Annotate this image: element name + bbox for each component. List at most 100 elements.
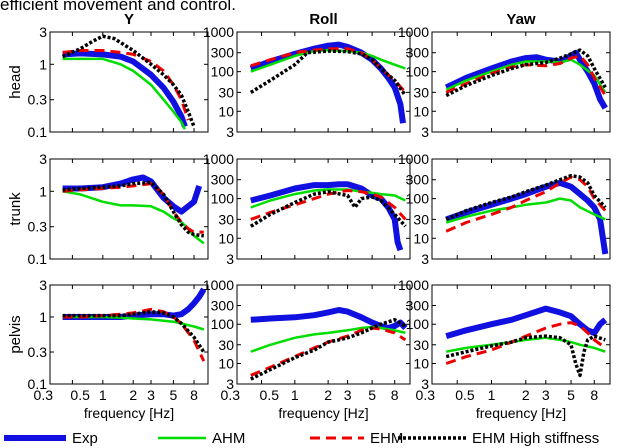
x-axis-label: frequency [Hz] (278, 405, 368, 421)
y-tick-label: 1 (39, 183, 47, 199)
x-tick-label: 8 (190, 387, 198, 403)
series-line-ahm (62, 57, 187, 130)
legend-entry-ehm-high: EHM High stiffness (398, 430, 599, 447)
column-title-roll: Roll (309, 11, 337, 28)
x-tick-label: 8 (590, 387, 598, 403)
x-tick-label: 5 (170, 387, 178, 403)
series-line-ehm-high (445, 48, 607, 98)
panel-trunk-yaw: 3 10 30 100 300 1000 (398, 151, 611, 267)
axes-box (431, 158, 611, 260)
legend-label: Exp (72, 430, 98, 447)
panel-trunk-roll: 3 10 30 100 300 1000 (203, 151, 411, 267)
axes-box (431, 31, 611, 133)
y-tick-label: 1 (39, 56, 47, 72)
series-line-exp (249, 41, 406, 124)
panel-trunk-y: 0.1 0.3 1 3 (28, 151, 209, 267)
x-tick-label: 8 (391, 387, 399, 403)
y-tick-label: 3 (226, 124, 234, 140)
panel-head-yaw: 3 10 30 100 300 1000 (398, 24, 611, 140)
x-tick-label: 0.5 (455, 387, 475, 403)
series-line-ahm (250, 325, 406, 353)
y-tick-label: 100 (406, 316, 430, 332)
legend-entry-ahm: AHM (158, 430, 245, 447)
axes-box (431, 284, 611, 385)
y-tick-label: 3 (421, 124, 429, 140)
panel-head-roll: 3 10 30 100 300 1000 (203, 24, 411, 140)
x-tick-label: 2 (129, 387, 137, 403)
series-line-ehm-high (61, 34, 196, 128)
panel-head-y: 0.1 0.3 1 3 (28, 24, 209, 140)
series-line-ehm-high (445, 334, 606, 378)
y-tick-label: 0.1 (28, 251, 48, 267)
y-tick-label: 1000 (203, 151, 234, 167)
x-tick-label: 0.5 (70, 387, 90, 403)
series-line-ehm (445, 175, 607, 233)
series-line-ehm-high (249, 49, 407, 97)
y-tick-label: 100 (211, 316, 235, 332)
y-tick-label: 3 (226, 376, 234, 392)
y-tick-label: 1000 (203, 277, 234, 293)
x-tick-label: 5 (368, 387, 376, 403)
row-label-head: head (7, 65, 24, 98)
legend-entry-exp: Exp (4, 430, 98, 447)
x-tick-label: 2 (324, 387, 332, 403)
y-tick-label: 30 (413, 211, 429, 227)
y-tick-label: 10 (413, 103, 429, 119)
y-tick-label: 3 (39, 24, 47, 40)
x-tick-label: 3 (344, 387, 352, 403)
x-tick-label: 0.3 (34, 387, 54, 403)
series-line-exp (250, 307, 408, 331)
y-tick-label: 1000 (398, 24, 429, 40)
y-tick-label: 1000 (398, 277, 429, 293)
x-tick-label: 3 (147, 387, 155, 403)
y-tick-label: 300 (406, 172, 430, 188)
y-tick-label: 3 (421, 376, 429, 392)
axes-box (49, 284, 209, 385)
y-tick-label: 10 (413, 355, 429, 371)
y-tick-label: 3 (226, 251, 234, 267)
x-tick-label: 2 (522, 387, 530, 403)
x-tick-label: 1 (99, 387, 107, 403)
axes-box (236, 31, 411, 133)
header-text: efficient movement and control. (0, 0, 236, 14)
y-tick-label: 0.3 (28, 92, 48, 108)
y-tick-label: 30 (218, 211, 234, 227)
y-tick-label: 300 (406, 298, 430, 314)
legend-entry-ehm: EHM (310, 430, 403, 447)
y-tick-label: 100 (406, 64, 430, 80)
x-tick-label: 0.3 (416, 387, 436, 403)
series-line-ehm (250, 47, 407, 94)
row-label-trunk: trunk (7, 192, 24, 226)
y-tick-label: 1000 (398, 151, 429, 167)
legend-label: EHM High stiffness (472, 430, 599, 447)
x-tick-label: 3 (542, 387, 550, 403)
column-title-y: Y (124, 11, 134, 28)
series-line-ahm (445, 336, 606, 353)
x-tick-label: 5 (567, 387, 575, 403)
x-tick-label: 0.3 (221, 387, 241, 403)
legend-label: EHM (370, 430, 403, 447)
series-line-exp (445, 305, 608, 339)
y-tick-label: 10 (218, 355, 234, 371)
y-tick-label: 0.3 (28, 344, 48, 360)
series-line-exp (250, 181, 404, 252)
x-tick-label: 1 (488, 387, 496, 403)
series-line-ahm (62, 190, 205, 245)
y-tick-label: 1 (39, 309, 47, 325)
y-tick-label: 300 (406, 45, 430, 61)
y-tick-label: 3 (39, 151, 47, 167)
y-tick-label: 1000 (203, 24, 234, 40)
y-tick-label: 0.1 (28, 124, 48, 140)
panels-group: Y Roll Yawheadtrunkpelvis0.10.313310301003… (7, 11, 611, 421)
y-tick-label: 10 (413, 230, 429, 246)
series-line-ehm (445, 321, 607, 365)
x-tick-label: 0.5 (260, 387, 280, 403)
y-tick-label: 30 (218, 84, 234, 100)
y-tick-label: 3 (421, 251, 429, 267)
y-tick-label: 30 (218, 337, 234, 353)
y-tick-label: 30 (413, 84, 429, 100)
axes-box (236, 284, 411, 385)
y-tick-label: 10 (218, 103, 234, 119)
